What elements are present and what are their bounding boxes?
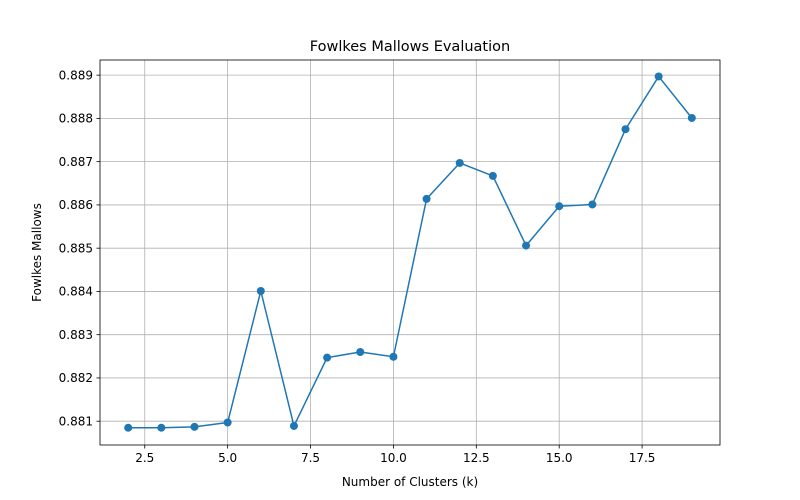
x-tick-label: 17.5 xyxy=(629,451,656,465)
data-point xyxy=(223,418,232,427)
x-tick-label: 5.0 xyxy=(218,451,237,465)
data-point xyxy=(455,158,464,167)
data-point xyxy=(621,125,630,134)
data-point xyxy=(522,241,531,250)
y-tick-label: 0.886 xyxy=(59,198,93,212)
ticks: 2.5 5.0 7.5 10.0 12.5 15.0 17.5 0.881 0.882 0.883… xyxy=(59,68,656,465)
y-tick-label: 0.883 xyxy=(59,328,93,342)
y-tick-label: 0.887 xyxy=(59,155,93,169)
data-point xyxy=(356,347,365,356)
data-point xyxy=(289,421,298,430)
data-point xyxy=(190,422,199,431)
series-layer xyxy=(124,72,696,432)
x-axis-label: Number of Clusters (k) xyxy=(342,475,478,489)
data-point xyxy=(488,171,497,180)
data-point xyxy=(157,423,166,432)
y-tick-label: 0.882 xyxy=(59,371,93,385)
x-tick-label: 12.5 xyxy=(463,451,490,465)
x-tick-label: 15.0 xyxy=(546,451,573,465)
y-axis-label: Fowlkes Mallows xyxy=(30,203,44,302)
x-tick-label: 7.5 xyxy=(301,451,320,465)
y-tick-label: 0.888 xyxy=(59,112,93,126)
y-tick-label: 0.884 xyxy=(59,285,93,299)
data-point xyxy=(124,423,133,432)
y-tick-label: 0.881 xyxy=(59,415,93,429)
series-line xyxy=(128,75,693,429)
plot-frame xyxy=(99,59,721,446)
grid xyxy=(100,60,720,445)
data-point xyxy=(256,287,265,295)
data-point xyxy=(323,353,332,362)
chart-title: Fowlkes Mallows Evaluation xyxy=(310,39,510,55)
data-point xyxy=(687,113,696,122)
x-tick-label: 10.0 xyxy=(380,451,407,465)
data-point xyxy=(389,352,398,361)
data-point xyxy=(588,200,597,209)
y-tick-label: 0.889 xyxy=(59,68,93,82)
data-point xyxy=(654,72,663,81)
data-point xyxy=(555,202,564,211)
y-tick-label: 0.885 xyxy=(59,241,93,255)
data-point xyxy=(422,194,431,203)
x-tick-label: 2.5 xyxy=(135,451,154,465)
